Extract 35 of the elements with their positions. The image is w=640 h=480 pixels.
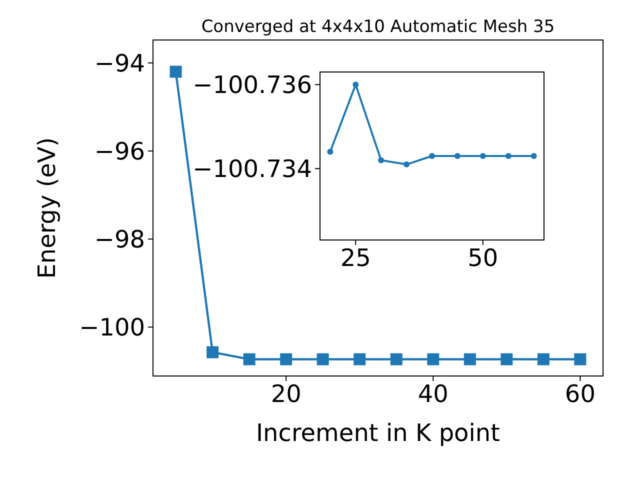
x-tick-label: 60	[564, 380, 596, 408]
point	[537, 353, 550, 366]
point	[206, 346, 219, 358]
y-tick-label: −100.736	[192, 71, 312, 99]
point	[170, 66, 182, 78]
point	[574, 353, 586, 366]
point	[352, 82, 359, 88]
point	[429, 153, 435, 159]
point	[530, 153, 537, 159]
point	[243, 353, 256, 366]
point	[404, 161, 410, 168]
point	[280, 353, 292, 366]
x-tick-label: 50	[468, 244, 498, 272]
y-tick-label: −98	[94, 225, 145, 254]
point	[464, 353, 476, 366]
y-tick-label: −94	[94, 49, 145, 78]
y-tick-label: −100	[79, 314, 145, 342]
x-tick-label: 20	[270, 380, 302, 408]
chart-title: Converged at 4x4x10 Automatic Mesh 35	[201, 17, 555, 37]
x-axis-title: Increment in K point	[256, 419, 500, 447]
point	[327, 148, 334, 155]
point	[480, 153, 486, 159]
point	[378, 157, 384, 164]
point	[505, 153, 512, 159]
y-axis-title: Energy (eV)	[33, 137, 61, 279]
point	[500, 353, 513, 366]
point	[427, 353, 440, 366]
y-tick-label: −100.734	[192, 155, 312, 183]
point	[390, 353, 402, 366]
y-tick-label: −96	[94, 137, 145, 166]
point	[454, 153, 460, 159]
point	[354, 353, 366, 366]
point	[316, 353, 329, 366]
x-tick-label: 40	[418, 380, 448, 408]
x-tick-label: 25	[340, 244, 371, 272]
